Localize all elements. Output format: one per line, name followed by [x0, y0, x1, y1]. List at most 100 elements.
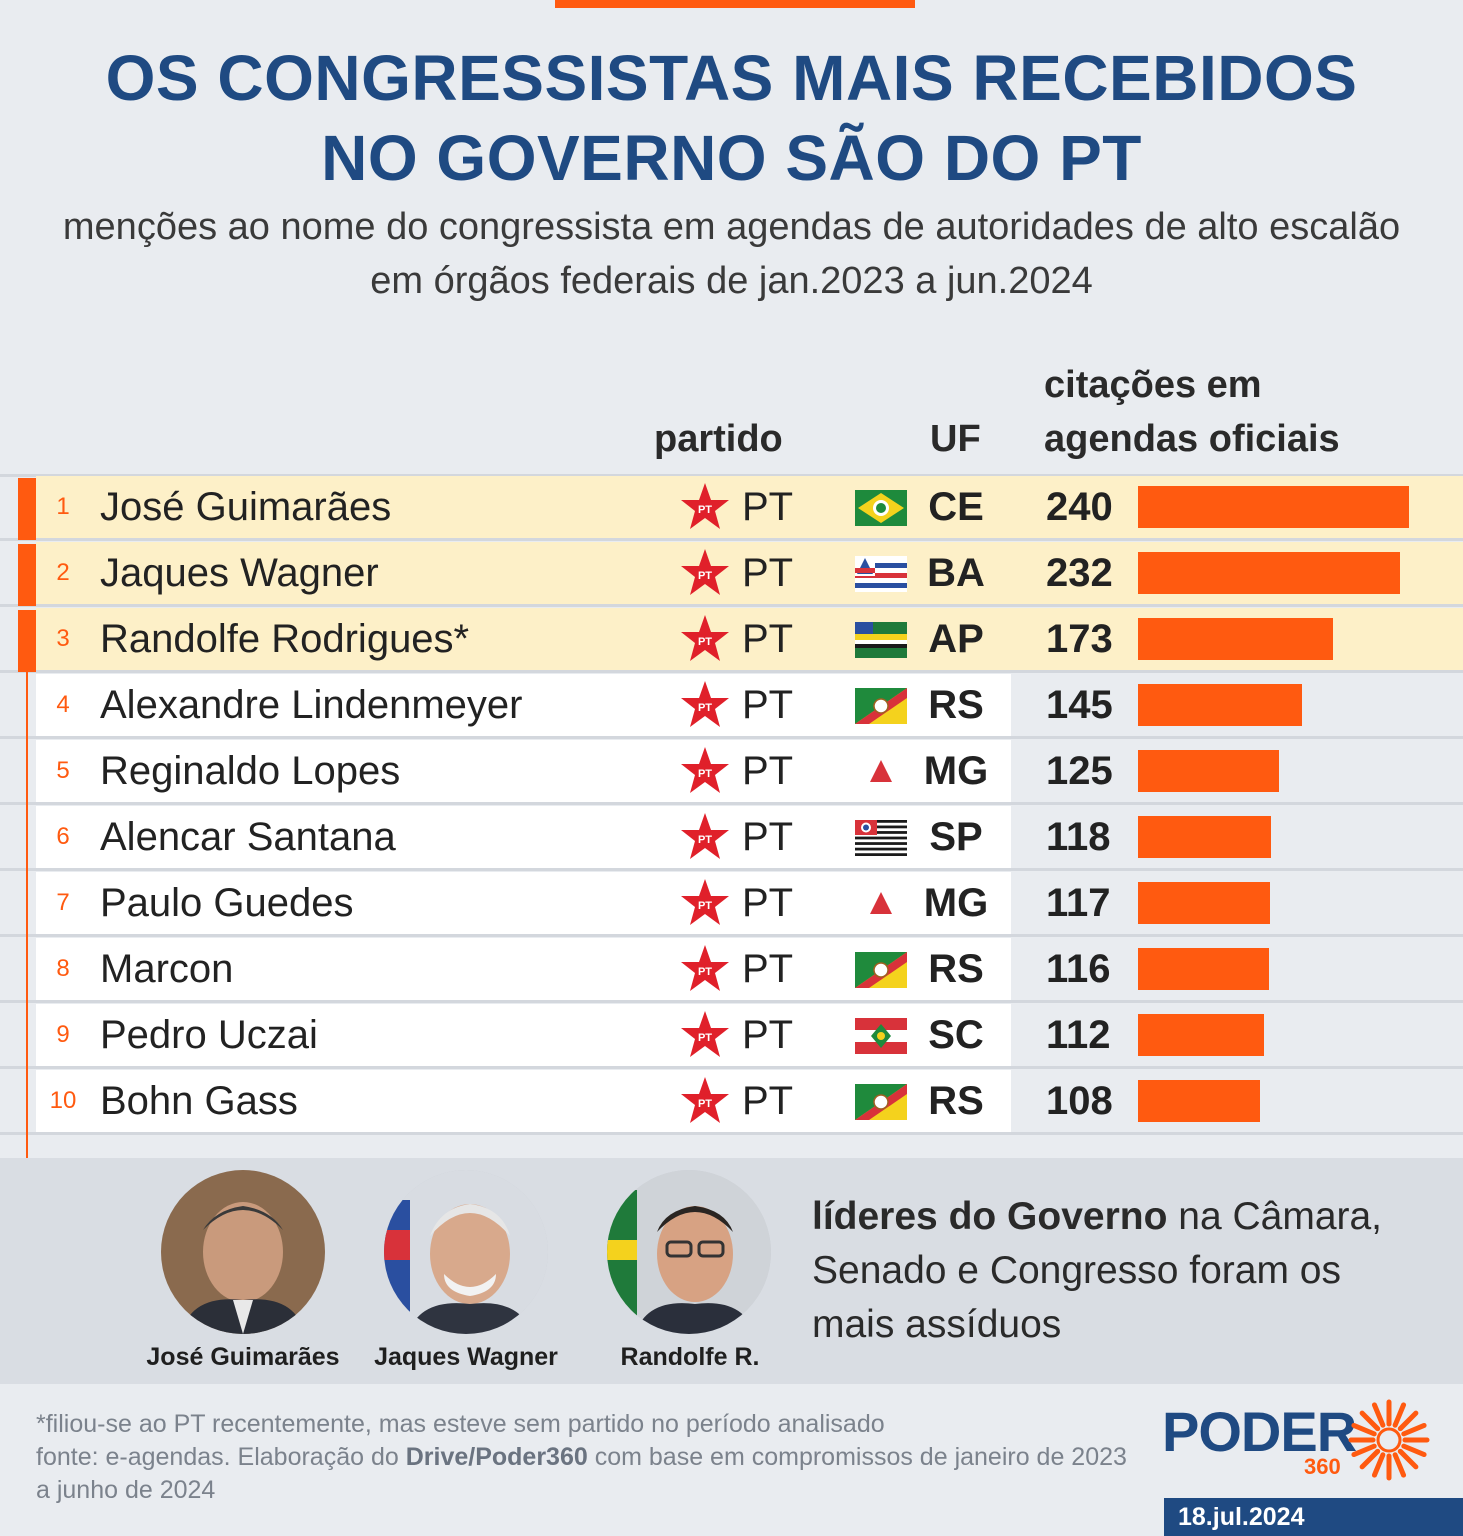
- column-header-citacoes: citações em agendas oficiais: [1044, 358, 1340, 466]
- highlight-marker-3: [18, 610, 36, 672]
- svg-text:PT: PT: [698, 1032, 712, 1044]
- row-background: [36, 1004, 1011, 1067]
- bar: [1138, 684, 1302, 726]
- row-divider: [0, 934, 1463, 937]
- svg-text:PT: PT: [698, 966, 712, 978]
- bar: [1138, 750, 1280, 792]
- pt-star-icon: PT: [681, 549, 729, 595]
- svg-text:PT: PT: [698, 636, 712, 648]
- chart-title: OS CONGRESSISTAS MAIS RECEBIDOS NO GOVER…: [0, 38, 1463, 198]
- table-row: 3 Randolfe Rodrigues* PT PT AP 173: [0, 606, 1463, 673]
- svg-text:PT: PT: [698, 768, 712, 780]
- bar: [1138, 486, 1409, 528]
- leaders-annotation-bold: líderes do Governo: [812, 1195, 1168, 1238]
- state-code: BA: [927, 551, 985, 595]
- table-row: 2 Jaques Wagner PT PT BA 232: [0, 540, 1463, 607]
- caption-jose-guimaraes: José Guimarães: [146, 1343, 340, 1371]
- logo-wordmark: PODER: [1162, 1400, 1357, 1463]
- state-code: RS: [928, 947, 984, 991]
- pt-star-icon: PT: [681, 1011, 729, 1057]
- party-label: PT: [742, 485, 794, 529]
- rank-number: 9: [56, 1021, 70, 1048]
- svg-text:PT: PT: [698, 570, 712, 582]
- svg-text:PT: PT: [698, 834, 712, 846]
- row-background: [36, 740, 1011, 803]
- table-row: 4 Alexandre Lindenmeyer PT PT RS 145: [0, 672, 1463, 739]
- pt-star-icon: PT: [681, 681, 729, 727]
- footnote-asterisk: *filiou-se ao PT recentemente, mas estev…: [36, 1410, 885, 1438]
- table-row: 5 Reginaldo Lopes PT PT MG 125: [0, 738, 1463, 805]
- state-code: SP: [929, 815, 983, 859]
- data-label: 108: [1046, 1079, 1113, 1123]
- caption-randolfe: Randolfe R.: [620, 1343, 760, 1371]
- data-label: 145: [1046, 683, 1113, 727]
- portrait-jose-guimaraes: [161, 1170, 325, 1334]
- chart-subtitle: menções ao nome do congressista em agend…: [62, 206, 1401, 302]
- state-code: MG: [923, 749, 989, 793]
- row-divider: [0, 868, 1463, 871]
- table-row: 1 José Guimarães PT PT CE 240: [0, 474, 1463, 541]
- sun-burst-icon: [1348, 1399, 1430, 1481]
- table-row: 10 Bohn Gass PT PT RS 108: [0, 1068, 1463, 1135]
- data-label: 112: [1046, 1013, 1111, 1057]
- table-row: 7 Paulo Guedes PT PT MG 117: [0, 870, 1463, 937]
- table-top-rule: [0, 474, 1463, 477]
- source-suffix: com base em compromissos de janeiro de 2…: [36, 1443, 1127, 1504]
- table-row: 6 Alencar Santana PT PT SP 118: [0, 804, 1463, 871]
- congressman-name: Bohn Gass: [100, 1079, 298, 1123]
- bar: [1138, 618, 1334, 660]
- bar: [1138, 1014, 1265, 1056]
- minas-gerais-flag-icon: [855, 886, 907, 922]
- congressman-name: Paulo Guedes: [100, 881, 354, 925]
- svg-text:PT: PT: [698, 504, 712, 516]
- data-label: 173: [1046, 617, 1113, 661]
- row-background: [36, 806, 1011, 869]
- bar: [1138, 1080, 1260, 1122]
- pt-star-icon: PT: [681, 1077, 729, 1123]
- row-background: [36, 674, 1011, 737]
- top-accent-bar: [555, 0, 915, 8]
- congressman-name: Pedro Uczai: [100, 1013, 318, 1057]
- state-code: SC: [928, 1013, 984, 1057]
- pt-star-icon: PT: [681, 945, 729, 991]
- footnote-source: fonte: e-agendas. Elaboração do Drive/Po…: [36, 1441, 1136, 1507]
- sao-paulo-flag-icon: [855, 820, 907, 856]
- bar: [1138, 816, 1272, 858]
- table-row: 8 Marcon PT PT RS 116: [0, 936, 1463, 1003]
- title-line-1: OS CONGRESSISTAS MAIS RECEBIDOS: [105, 42, 1358, 114]
- pt-star-icon: PT: [681, 813, 729, 859]
- congressman-name: Alexandre Lindenmeyer: [100, 683, 523, 727]
- data-label: 116: [1046, 947, 1111, 991]
- ceara-flag-icon: [855, 490, 907, 526]
- row-divider: [0, 604, 1463, 607]
- column-header-citacoes-line1: citações em: [1044, 364, 1262, 406]
- congressman-name: José Guimarães: [100, 485, 392, 529]
- row-background: [36, 1070, 1011, 1133]
- pt-star-icon: PT: [681, 879, 729, 925]
- data-label: 232: [1046, 551, 1113, 595]
- bar: [1138, 948, 1269, 990]
- congressman-name: Alencar Santana: [100, 815, 396, 859]
- pt-star-icon: PT: [681, 483, 729, 529]
- pt-star-icon: PT: [681, 747, 729, 793]
- rank-number: 7: [56, 889, 70, 916]
- party-label: PT: [742, 1013, 794, 1057]
- party-label: PT: [742, 815, 794, 859]
- row-divider: [0, 1132, 1463, 1135]
- rank-number: 4: [56, 691, 70, 718]
- row-divider: [0, 802, 1463, 805]
- data-label: 125: [1046, 749, 1113, 793]
- party-label: PT: [742, 1079, 794, 1123]
- rank-number: 2: [56, 559, 70, 586]
- column-header-uf: UF: [930, 418, 981, 460]
- svg-text:PT: PT: [698, 1098, 712, 1110]
- row-divider: [0, 736, 1463, 739]
- amapa-flag-icon: [855, 622, 907, 658]
- rio-grande-do-sul-flag-icon: [855, 688, 907, 724]
- data-label: 240: [1046, 485, 1113, 529]
- congressman-name: Reginaldo Lopes: [100, 749, 401, 793]
- congressman-name: Jaques Wagner: [100, 551, 379, 595]
- row-background: [36, 872, 1011, 935]
- party-label: PT: [742, 551, 794, 595]
- party-label: PT: [742, 617, 794, 661]
